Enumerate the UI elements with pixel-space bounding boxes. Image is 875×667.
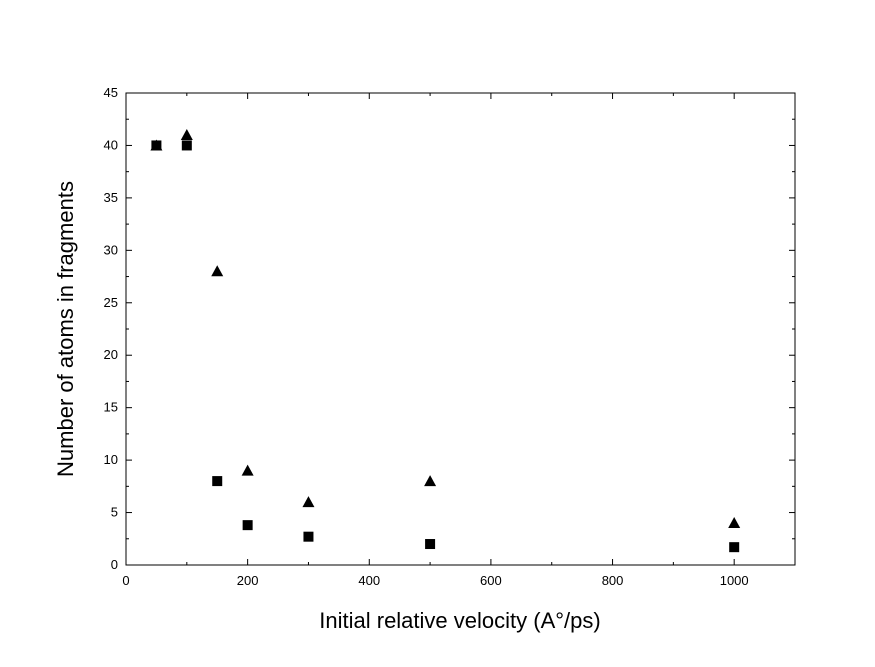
- y-tick-label: 10: [104, 452, 118, 467]
- x-axis-title: Initial relative velocity (A°/ps): [319, 608, 600, 633]
- x-tick-label: 600: [480, 573, 502, 588]
- y-tick-label: 15: [104, 400, 118, 415]
- x-tick-label: 0: [122, 573, 129, 588]
- triangle-marker: [728, 517, 741, 529]
- triangle-marker: [241, 464, 254, 476]
- square-marker: [729, 542, 740, 553]
- y-tick-label: 25: [104, 295, 118, 310]
- triangle-marker: [302, 496, 315, 508]
- x-tick-label: 200: [237, 573, 259, 588]
- x-tick-label: 800: [602, 573, 624, 588]
- square-marker: [181, 140, 192, 151]
- x-axis-ticks: 0 200 400 600 800 1000: [122, 93, 749, 588]
- y-tick-label: 30: [104, 242, 118, 257]
- x-tick-label: 1000: [720, 573, 749, 588]
- plot-frame: [125, 92, 796, 566]
- y-axis-title: Number of atoms in fragments: [53, 181, 78, 477]
- data-markers: [150, 128, 741, 553]
- square-marker: [242, 520, 253, 531]
- square-marker: [425, 539, 436, 550]
- triangle-marker: [424, 475, 437, 487]
- y-axis-ticks: 0 5 10 15 20 25 30 35 40 45: [104, 85, 795, 572]
- y-tick-label: 35: [104, 190, 118, 205]
- square-marker: [151, 140, 162, 151]
- y-tick-label: 0: [111, 557, 118, 572]
- triangle-marker: [211, 265, 224, 277]
- triangle-marker: [180, 128, 193, 140]
- y-tick-label: 5: [111, 505, 118, 520]
- x-tick-label: 400: [358, 573, 380, 588]
- square-marker: [212, 476, 223, 487]
- y-tick-label: 20: [104, 347, 118, 362]
- y-tick-label: 45: [104, 85, 118, 100]
- y-tick-label: 40: [104, 137, 118, 152]
- square-marker: [303, 531, 314, 542]
